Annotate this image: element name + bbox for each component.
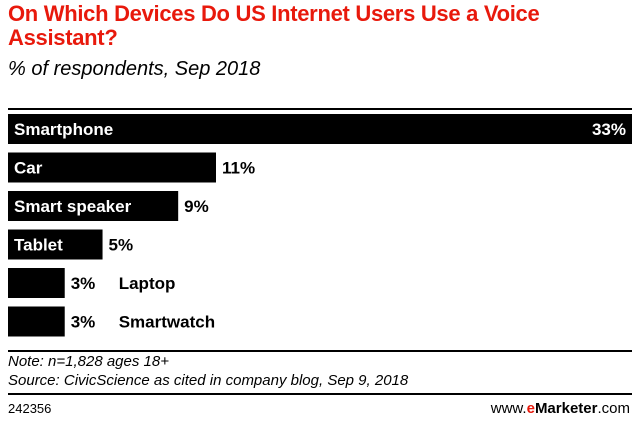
bar-laptop [8, 268, 65, 298]
brand-name: Marketer [534, 400, 598, 417]
chart-title: On Which Devices Do US Internet Users Us… [8, 1, 540, 50]
category-label-tablet: Tablet [14, 236, 63, 255]
bar-smart-speaker [8, 191, 179, 221]
top-rule [8, 108, 632, 110]
value-label-car: 11% [222, 159, 255, 178]
category-label-car: Car [14, 159, 43, 178]
brand-prefix: www. [490, 400, 527, 417]
bar-chart-plot: Smartphone 33% Car 11% Smart speaker 9% Tablet… [8, 114, 632, 337]
category-label-smart-speaker: Smart speaker [14, 197, 132, 216]
category-label-smartphone: Smartphone [14, 120, 113, 139]
chart-id: 242356 [8, 401, 52, 416]
bar-smartwatch [8, 306, 65, 337]
value-label-tablet: 5% [109, 236, 134, 255]
brand-logo[interactable]: www.eMarketer.com [491, 400, 630, 417]
brand-suffix: .com [597, 400, 630, 417]
value-label-smart-speaker: 9% [184, 197, 209, 216]
value-label-smartwatch: 3% [71, 313, 96, 332]
category-label-smartwatch: Smartwatch [119, 313, 215, 332]
chart-subtitle: % of respondents, Sep 2018 [8, 58, 261, 80]
chart-note: Note: n=1,828 ages 18+ [8, 353, 169, 370]
brand-accent: e [526, 400, 535, 417]
footer-rule [8, 393, 632, 395]
bottom-rule [8, 350, 632, 352]
bar-car [8, 152, 216, 183]
bar-smartphone [8, 114, 632, 144]
bar-tablet [8, 229, 103, 260]
category-label-laptop: Laptop [119, 274, 176, 293]
value-label-laptop: 3% [71, 274, 96, 293]
chart-source: Source: CivicScience as cited in company… [8, 372, 409, 389]
value-label-smartphone: 33% [592, 120, 626, 139]
